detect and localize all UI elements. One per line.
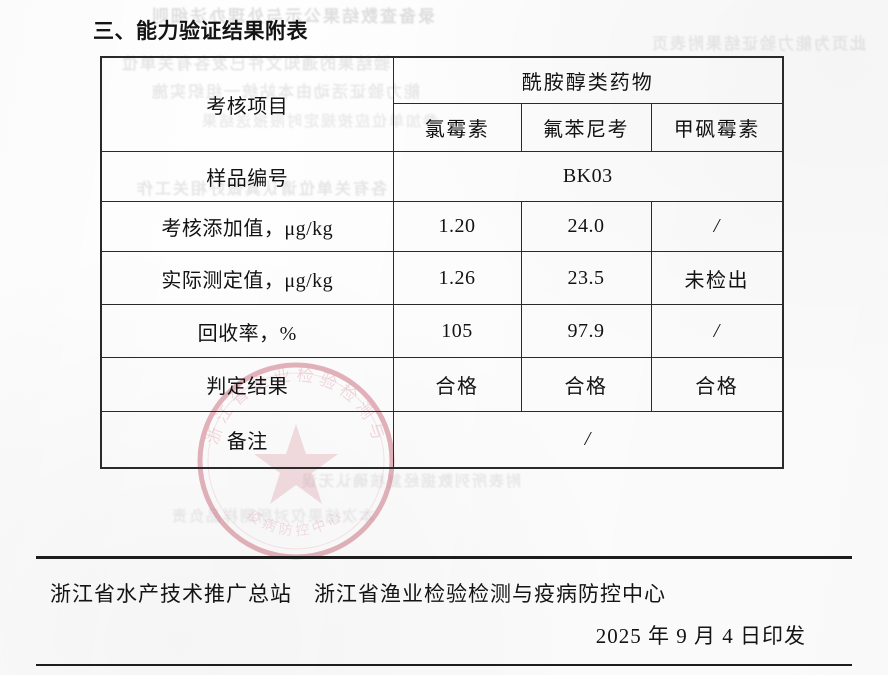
page-bottom-rule	[36, 664, 852, 666]
row-label-recovery-rate: 回收率，%	[100, 304, 394, 358]
row-value-recovery-thiamphenicol: /	[650, 304, 784, 358]
table-row: 考核添加值，μg/kg 1.20 24.0 /	[100, 201, 784, 252]
table-row: 判定结果 合格 合格 合格	[100, 357, 784, 412]
row-value-remarks: /	[392, 411, 784, 469]
header-analyte-chloramphenicol: 氯霉素	[392, 103, 522, 152]
row-value-measured-florfenicol: 23.5	[520, 251, 652, 305]
row-value-judgement-chloramphenicol: 合格	[392, 357, 522, 412]
row-value-measured-thiamphenicol: 未检出	[650, 251, 784, 305]
row-value-sample-number: BK03	[392, 151, 784, 202]
header-item-column: 考核项目	[100, 56, 394, 152]
row-value-measured-chloramphenicol: 1.26	[392, 251, 522, 305]
header-analyte-thiamphenicol: 甲砜霉素	[650, 103, 784, 152]
header-analyte-florfenicol: 氟苯尼考	[520, 103, 652, 152]
row-value-spiked-florfenicol: 24.0	[520, 201, 652, 252]
row-label-sample-number: 样品编号	[100, 151, 394, 202]
footer-divider-rule	[36, 556, 852, 559]
row-label-measured-value: 实际测定值，μg/kg	[100, 251, 394, 305]
table-row: 回收率，% 105 97.9 /	[100, 304, 784, 358]
table-header-row-1: 考核项目 酰胺醇类药物	[100, 56, 784, 152]
header-analyte-group: 酰胺醇类药物	[392, 56, 784, 104]
row-value-recovery-chloramphenicol: 105	[392, 304, 522, 358]
row-value-judgement-florfenicol: 合格	[520, 357, 652, 412]
row-label-remarks: 备注	[100, 411, 394, 469]
bleed-through-text: 此页为能力验证结果附表页	[650, 36, 867, 53]
row-label-spiked-value: 考核添加值，μg/kg	[100, 201, 394, 252]
footer-issue-date: 2025 年 9 月 4 日印发	[595, 624, 806, 648]
table-row: 样品编号 BK03	[100, 151, 784, 202]
capability-verification-table: 考核项目 酰胺醇类药物 氯霉素 氟苯尼考 甲砜霉素 样品编号 BK03 考核添加…	[100, 56, 784, 469]
section-title: 三、能力验证结果附表	[93, 20, 308, 43]
row-value-spiked-chloramphenicol: 1.20	[392, 201, 522, 252]
table-header-row-2: 氯霉素 氟苯尼考 甲砜霉素	[101, 103, 784, 152]
row-label-judgement: 判定结果	[100, 357, 394, 412]
bleed-through-text: 附表所列数据经复核确认无误	[300, 473, 522, 490]
bleed-through-text: 本次结果仅对所测样品负责	[170, 508, 375, 525]
row-value-judgement-thiamphenicol: 合格	[650, 357, 784, 412]
row-value-spiked-thiamphenicol: /	[650, 201, 784, 252]
svg-text:疫病防控中心: 疫病防控中心	[244, 507, 348, 540]
footer-organizations: 浙江省水产技术推广总站 浙江省渔业检验检测与疫病防控中心	[50, 582, 666, 606]
table-row: 备注 /	[100, 411, 784, 469]
row-value-recovery-florfenicol: 97.9	[520, 304, 652, 358]
table-row: 实际测定值，μg/kg 1.26 23.5 未检出	[100, 251, 784, 305]
